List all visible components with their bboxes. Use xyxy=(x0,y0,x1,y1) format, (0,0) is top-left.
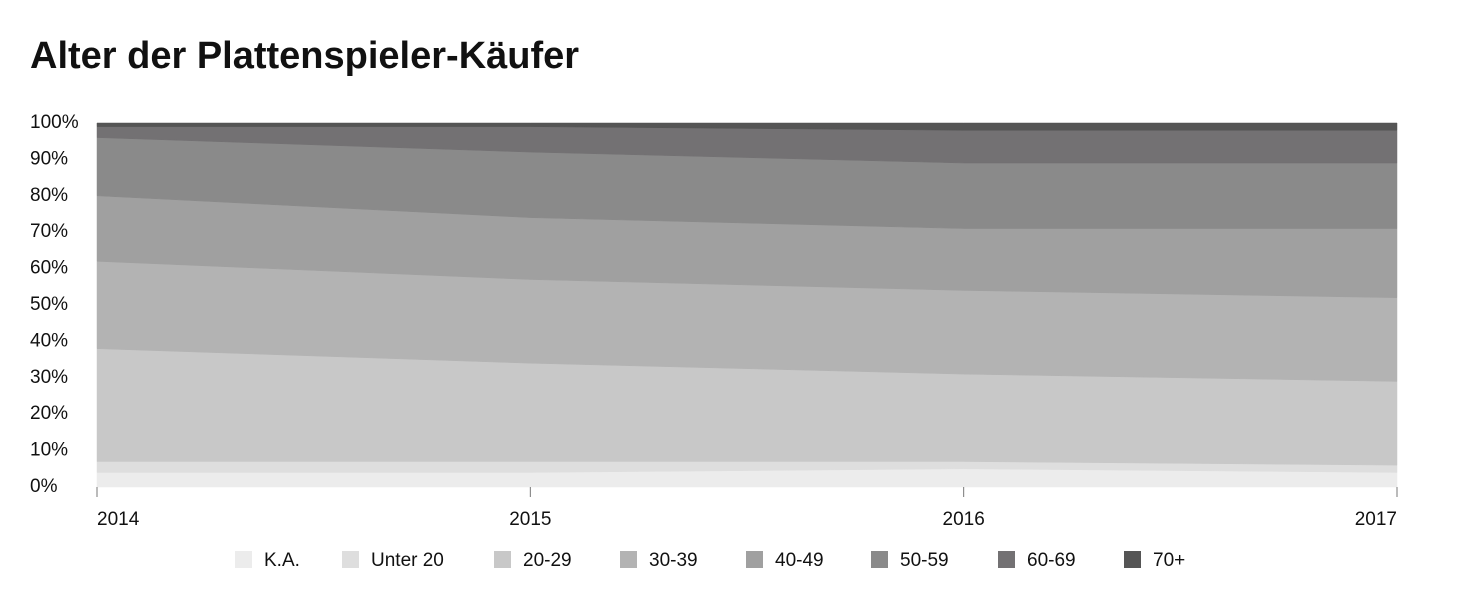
legend-swatch xyxy=(235,551,252,568)
legend-label: Unter 20 xyxy=(371,550,444,571)
x-tick-label: 2016 xyxy=(943,509,985,530)
legend-label: 30-39 xyxy=(649,550,698,571)
legend-label: 70+ xyxy=(1153,550,1185,571)
x-tick-label: 2014 xyxy=(97,509,140,530)
legend-label: 40-49 xyxy=(775,550,824,571)
legend-label: 60-69 xyxy=(1027,550,1076,571)
y-tick-label: 50% xyxy=(30,294,68,315)
legend-swatch xyxy=(1124,551,1141,568)
legend-swatch xyxy=(998,551,1015,568)
y-tick-label: 40% xyxy=(30,330,68,351)
area xyxy=(96,122,1398,131)
legend-swatch xyxy=(746,551,763,568)
x-tick-label: 2015 xyxy=(509,509,551,530)
y-tick-label: 100% xyxy=(30,112,79,133)
legend-swatch xyxy=(871,551,888,568)
y-tick-label: 60% xyxy=(30,258,68,279)
y-tick-label: 10% xyxy=(30,440,68,461)
legend-swatch xyxy=(494,551,511,568)
y-tick-label: 90% xyxy=(30,148,68,169)
y-tick-label: 0% xyxy=(30,476,58,497)
x-tick-label: 2017 xyxy=(1355,509,1397,530)
legend-label: K.A. xyxy=(264,550,300,571)
plot-area xyxy=(96,122,1398,488)
chart-title: Alter der Plattenspieler-Käufer xyxy=(30,35,579,77)
y-tick-label: 80% xyxy=(30,185,68,206)
legend-swatch xyxy=(620,551,637,568)
y-tick-label: 70% xyxy=(30,221,68,242)
y-tick-label: 20% xyxy=(30,403,68,424)
y-tick-label: 30% xyxy=(30,367,68,388)
legend-swatch xyxy=(342,551,359,568)
legend-label: 20-29 xyxy=(523,550,572,571)
legend-label: 50-59 xyxy=(900,550,949,571)
